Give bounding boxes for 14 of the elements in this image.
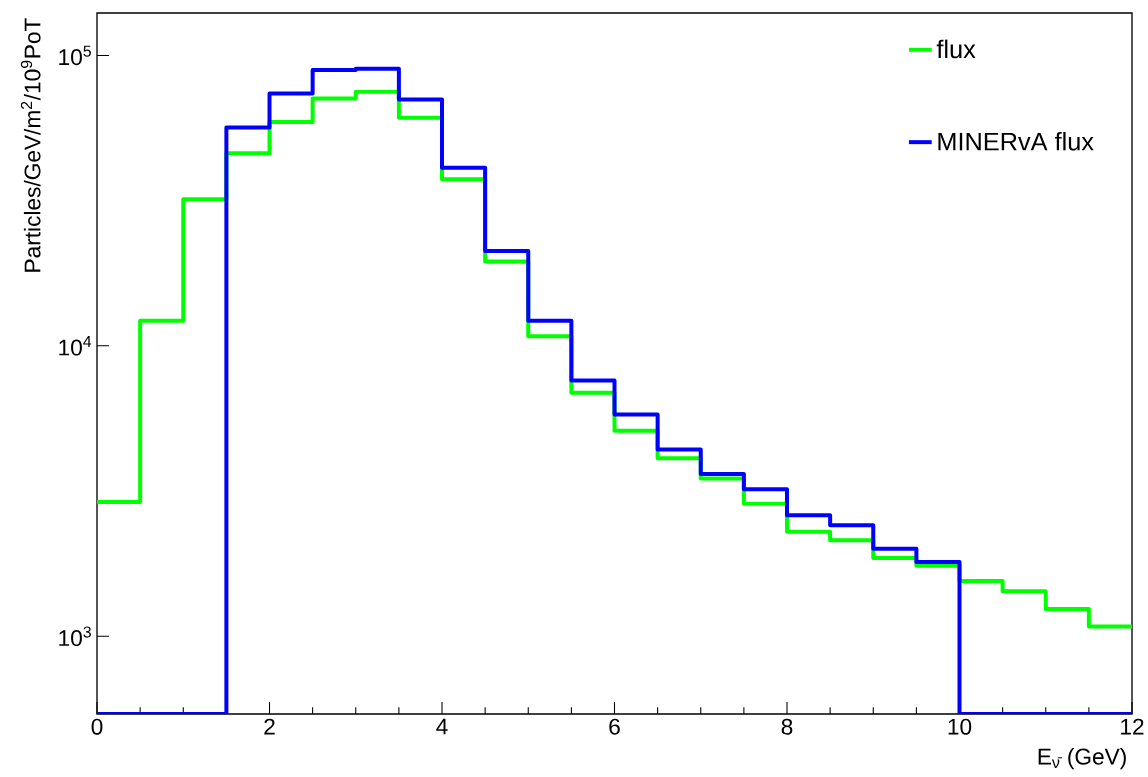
x-tick-label: 12 [1121,718,1144,735]
x-tick-label: 10 [948,718,972,735]
x-tick-label: 0 [91,718,103,735]
x-tick-label: 8 [781,718,793,735]
y-tick-label: 10$^{3}$ [59,626,91,647]
x-tick-label: 6 [609,718,620,735]
legend-label: flux [936,39,976,59]
legend-label: MINERvA flux [938,131,1094,151]
y-axis-title: Particles/GeV/m$^{2}$/10$^{9}$PoT [20,18,41,272]
y-tick-label: 10$^{5}$ [59,45,91,66]
x-tick-label: 4 [436,718,448,735]
y-tick-label: 10$^{4}$ [59,336,92,356]
x-axis-title: E$_{ν̄}$ (GeV) [1038,748,1126,770]
x-tick-label: 2 [264,718,275,735]
